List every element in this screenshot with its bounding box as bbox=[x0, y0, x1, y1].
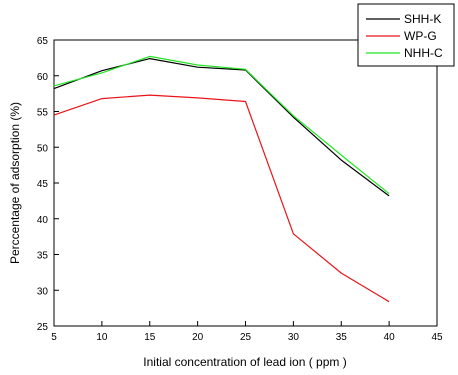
series-line-shh-k bbox=[53, 57, 390, 197]
series-line-nhh-c bbox=[53, 55, 390, 195]
legend-label: SHH-K bbox=[404, 12, 441, 26]
legend: SHH-K WP-G NHH-C bbox=[357, 3, 455, 67]
x-tick-label: 40 bbox=[384, 332, 396, 343]
y-tick-label: 30 bbox=[37, 286, 49, 297]
x-tick-label: 25 bbox=[240, 332, 252, 343]
y-tick-label: 65 bbox=[37, 36, 49, 47]
y-tick-label: 55 bbox=[37, 108, 49, 119]
x-tick-label: 30 bbox=[288, 332, 300, 343]
y-tick-label: 25 bbox=[37, 322, 49, 333]
y-tick-label: 60 bbox=[37, 72, 49, 83]
x-axis-label: Initial concentration of lead ion ( ppm … bbox=[143, 355, 346, 369]
plot-frame bbox=[53, 39, 438, 327]
x-tick-label: 15 bbox=[144, 332, 156, 343]
axis-ticks: 5 10 15 20 25 30 35 40 45 25 30 35 40 45 50 55 60 65 bbox=[37, 36, 443, 343]
x-tick-label: 20 bbox=[192, 332, 204, 343]
series-line-wp-g bbox=[53, 94, 390, 303]
legend-label: WP-G bbox=[404, 29, 437, 43]
x-tick-label: 5 bbox=[51, 332, 57, 343]
legend-box bbox=[357, 3, 455, 67]
y-tick-label: 40 bbox=[37, 215, 49, 226]
x-tick-label: 35 bbox=[336, 332, 348, 343]
y-axis-label: Perccentage of adsorption (%) bbox=[8, 102, 22, 264]
legend-label: NHH-C bbox=[404, 46, 443, 60]
y-tick-label: 50 bbox=[37, 143, 49, 154]
series-lines bbox=[53, 55, 390, 303]
y-tick-label: 35 bbox=[37, 251, 49, 262]
x-tick-label: 45 bbox=[431, 332, 443, 343]
y-tick-label: 45 bbox=[37, 179, 49, 190]
x-tick-label: 10 bbox=[96, 332, 108, 343]
